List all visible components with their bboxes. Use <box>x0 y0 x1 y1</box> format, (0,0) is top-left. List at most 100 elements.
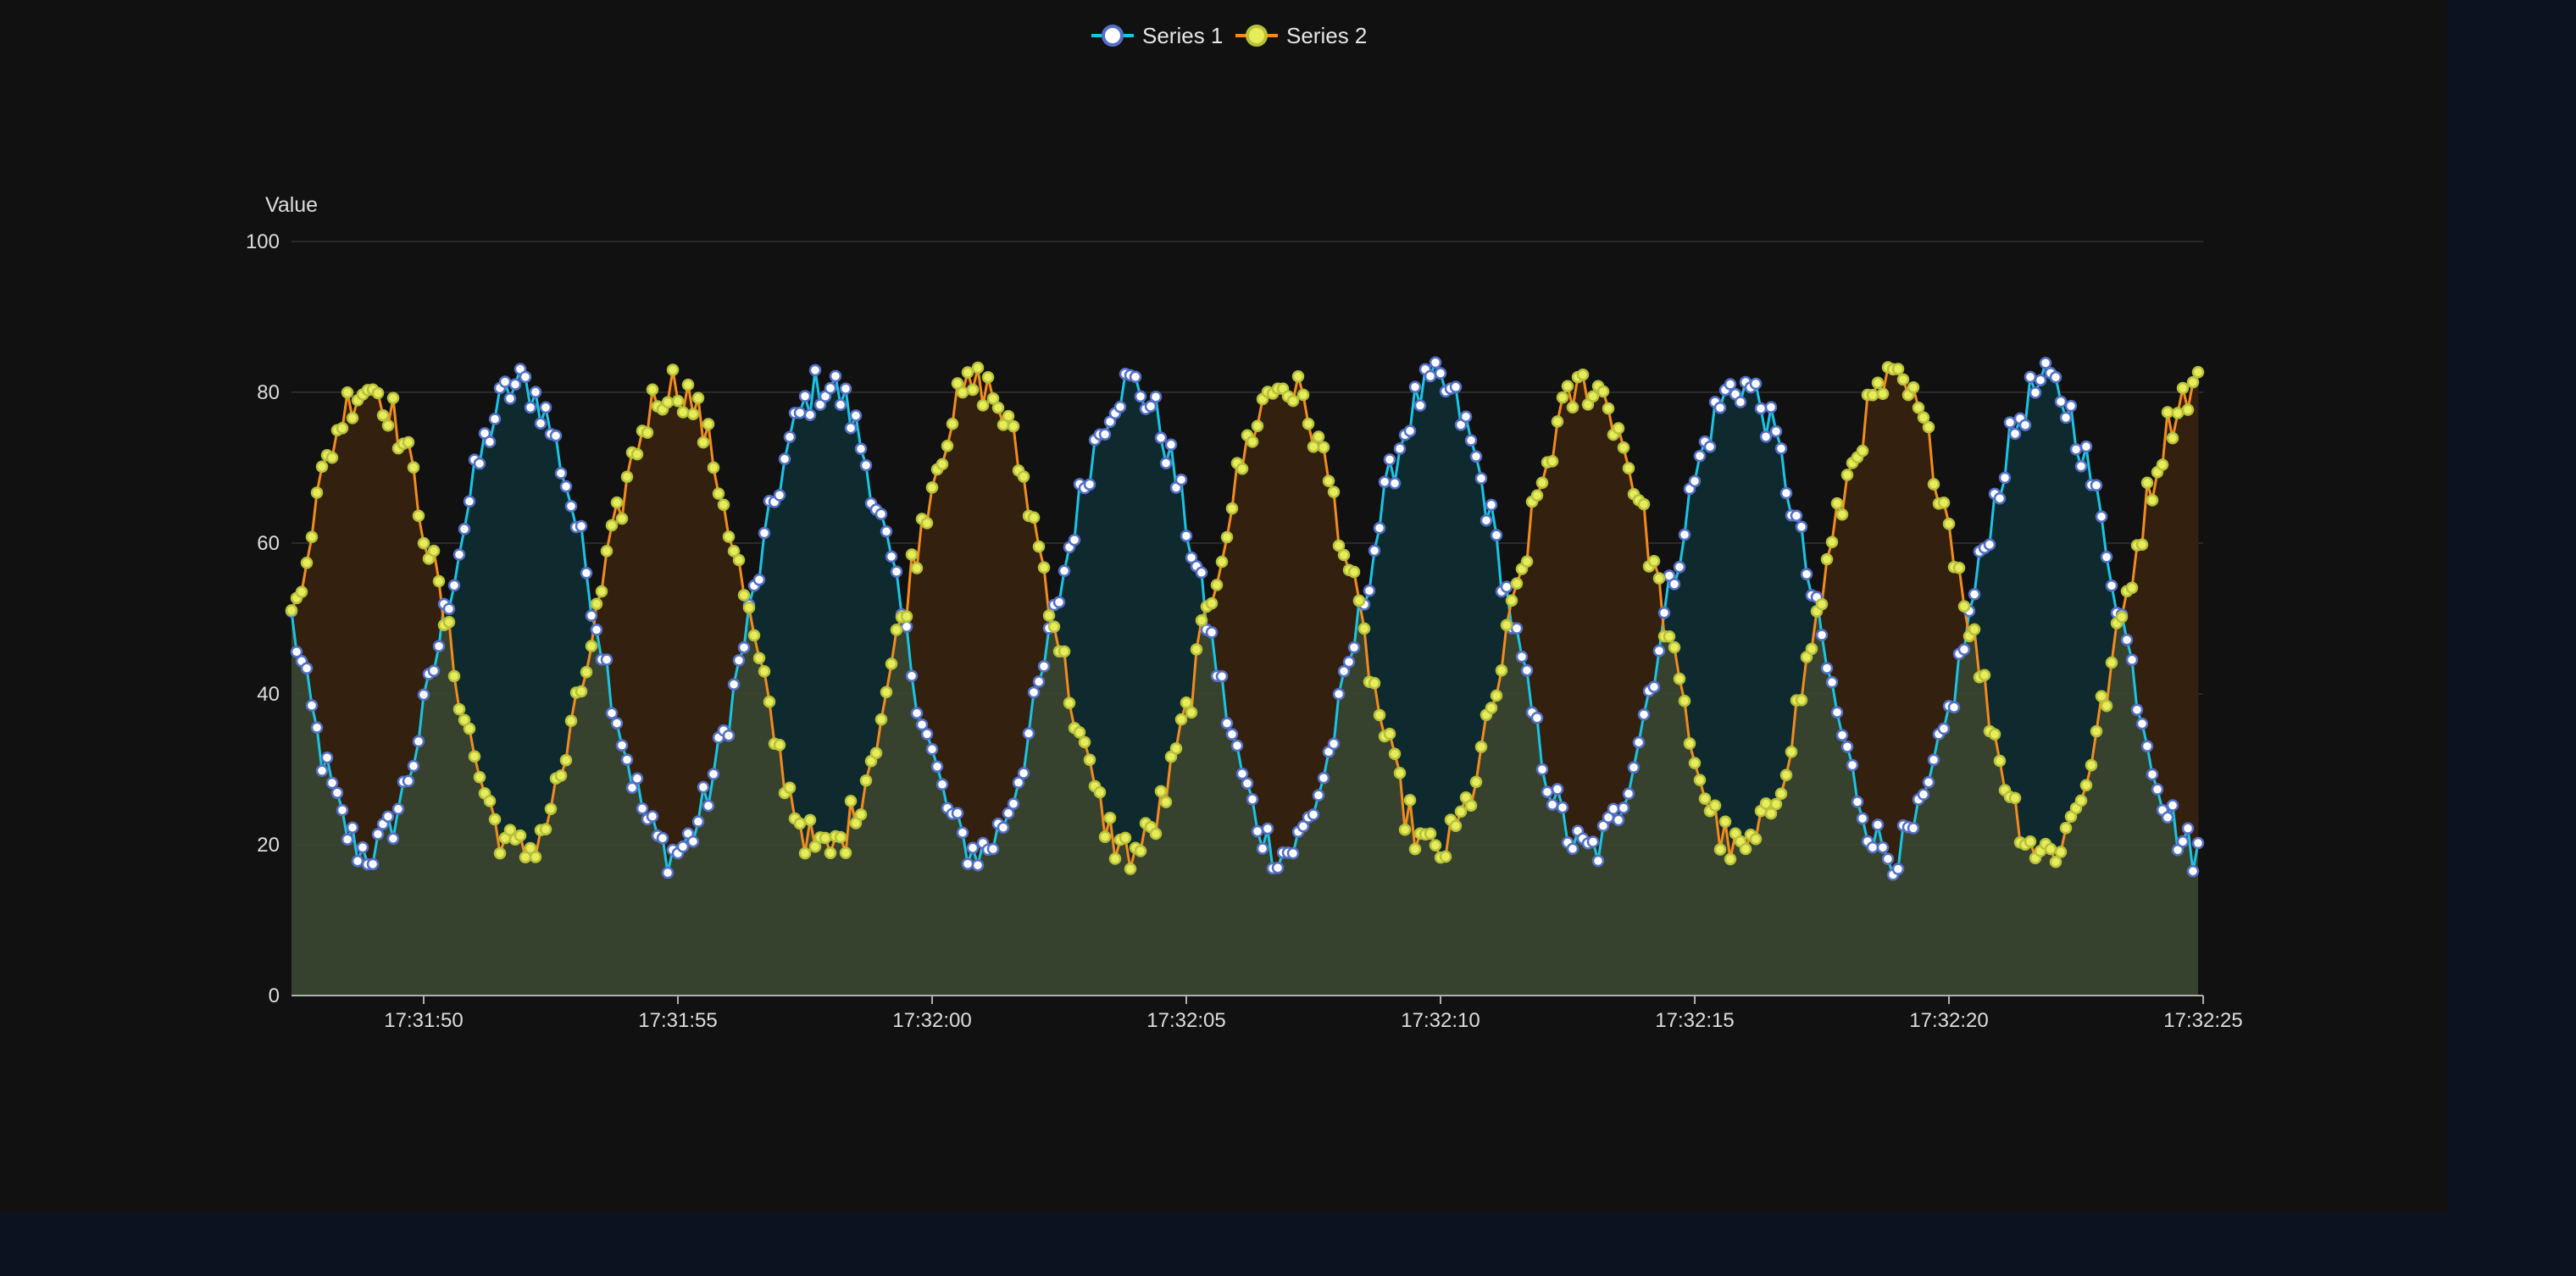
data-point-series-1[interactable] <box>1774 442 1788 455</box>
data-point-series-1[interactable] <box>351 855 364 868</box>
data-point-series-1[interactable] <box>885 550 898 563</box>
data-point-series-2[interactable] <box>300 556 314 569</box>
data-point-series-1[interactable] <box>859 458 873 472</box>
data-point-series-1[interactable] <box>600 653 613 666</box>
data-point-series-1[interactable] <box>1485 498 1498 512</box>
data-point-series-2[interactable] <box>310 486 324 499</box>
data-point-series-1[interactable] <box>1520 663 1534 677</box>
data-point-series-2[interactable] <box>1647 555 1661 568</box>
data-point-series-1[interactable] <box>1261 822 1274 835</box>
data-point-series-2[interactable] <box>712 487 725 500</box>
data-point-series-2[interactable] <box>2146 494 2159 507</box>
data-point-series-2[interactable] <box>1134 845 1147 857</box>
data-point-series-1[interactable] <box>2059 411 2073 424</box>
data-point-series-2[interactable] <box>859 774 873 787</box>
data-point-series-1[interactable] <box>2074 460 2088 473</box>
data-point-series-2[interactable] <box>488 813 502 826</box>
data-point-series-2[interactable] <box>1490 689 1503 702</box>
data-point-series-2[interactable] <box>681 378 695 391</box>
data-point-series-2[interactable] <box>1835 508 1849 521</box>
data-point-series-2[interactable] <box>315 460 329 473</box>
data-point-series-1[interactable] <box>854 442 868 456</box>
data-point-series-1[interactable] <box>2039 357 2052 369</box>
data-point-series-2[interactable] <box>1464 799 1478 813</box>
data-point-series-1[interactable] <box>620 753 634 766</box>
data-point-series-2[interactable] <box>468 750 481 763</box>
data-point-series-1[interactable] <box>1464 434 1478 447</box>
data-point-series-2[interactable] <box>707 461 720 474</box>
data-point-series-1[interactable] <box>1734 396 1747 408</box>
data-point-series-1[interactable] <box>315 764 329 777</box>
data-point-series-1[interactable] <box>2079 440 2093 453</box>
data-point-series-2[interactable] <box>1469 775 1483 789</box>
data-point-series-2[interactable] <box>1673 672 1686 685</box>
data-point-series-1[interactable] <box>1713 402 1727 414</box>
data-point-series-1[interactable] <box>463 495 476 508</box>
data-point-series-1[interactable] <box>752 573 766 586</box>
data-point-series-1[interactable] <box>2176 835 2190 848</box>
data-point-series-1[interactable] <box>1957 643 1971 656</box>
data-point-series-2[interactable] <box>1195 614 1208 627</box>
data-point-series-1[interactable] <box>356 840 369 854</box>
data-point-series-1[interactable] <box>1185 551 1198 564</box>
data-point-series-2[interactable] <box>1937 497 1951 509</box>
data-point-series-1[interactable] <box>1164 438 1178 452</box>
data-point-series-1[interactable] <box>1703 441 1717 453</box>
data-point-series-2[interactable] <box>1622 462 1635 474</box>
data-point-series-1[interactable] <box>2105 579 2118 592</box>
data-point-series-2[interactable] <box>473 770 486 784</box>
data-point-series-2[interactable] <box>1332 539 1346 552</box>
data-point-series-1[interactable] <box>961 857 974 870</box>
data-point-series-1[interactable] <box>330 786 344 799</box>
data-point-series-1[interactable] <box>1286 846 1300 860</box>
data-point-series-2[interactable] <box>834 830 847 844</box>
data-point-series-2[interactable] <box>1398 824 1412 836</box>
data-point-series-2[interactable] <box>1159 796 1173 808</box>
data-point-series-2[interactable] <box>1205 596 1219 610</box>
data-point-series-2[interactable] <box>1220 530 1234 544</box>
data-point-series-2[interactable] <box>1749 833 1763 846</box>
data-point-series-2[interactable] <box>1617 441 1630 454</box>
data-point-series-1[interactable] <box>1678 528 1691 541</box>
data-point-series-2[interactable] <box>580 666 593 679</box>
data-point-series-1[interactable] <box>1830 706 1844 718</box>
data-point-series-2[interactable] <box>1530 489 1544 502</box>
data-point-series-1[interactable] <box>1490 529 1503 541</box>
data-point-series-2[interactable] <box>1713 843 1727 856</box>
data-point-series-1[interactable] <box>1271 861 1285 874</box>
data-point-series-2[interactable] <box>798 846 812 860</box>
data-point-series-1[interactable] <box>2191 836 2205 850</box>
data-point-series-2[interactable] <box>758 665 771 678</box>
data-point-series-1[interactable] <box>1632 735 1646 749</box>
data-point-series-2[interactable] <box>1871 376 1885 390</box>
data-point-series-2[interactable] <box>1322 474 1335 488</box>
data-point-series-2[interactable] <box>341 386 354 399</box>
data-point-series-1[interactable] <box>1235 767 1249 780</box>
data-point-series-1[interactable] <box>2120 633 2134 646</box>
data-point-series-1[interactable] <box>503 392 517 405</box>
data-point-series-2[interactable] <box>722 530 736 543</box>
data-point-series-1[interactable] <box>1627 761 1641 774</box>
data-point-series-1[interactable] <box>1342 655 1356 669</box>
data-point-series-1[interactable] <box>2140 740 2154 752</box>
data-point-series-2[interactable] <box>2085 758 2098 772</box>
data-point-series-1[interactable] <box>1296 820 1310 833</box>
data-point-series-2[interactable] <box>1042 609 1056 622</box>
data-point-series-2[interactable] <box>910 562 924 574</box>
data-point-series-2[interactable] <box>1774 787 1788 801</box>
data-point-series-1[interactable] <box>432 640 446 652</box>
data-point-series-2[interactable] <box>854 808 868 821</box>
data-point-series-1[interactable] <box>2125 653 2139 667</box>
data-point-series-2[interactable] <box>1825 535 1839 548</box>
data-point-series-2[interactable] <box>1485 702 1498 714</box>
data-point-series-2[interactable] <box>925 481 939 494</box>
data-point-series-2[interactable] <box>2125 581 2139 595</box>
data-point-series-2[interactable] <box>1124 863 1137 875</box>
data-point-series-2[interactable] <box>1988 728 2001 741</box>
data-point-series-1[interactable] <box>778 452 791 465</box>
data-point-series-1[interactable] <box>1383 453 1396 466</box>
data-point-series-1[interactable] <box>1668 578 1681 591</box>
data-point-series-1[interactable] <box>834 398 847 412</box>
data-point-series-2[interactable] <box>727 545 741 558</box>
data-point-series-1[interactable] <box>874 508 888 520</box>
